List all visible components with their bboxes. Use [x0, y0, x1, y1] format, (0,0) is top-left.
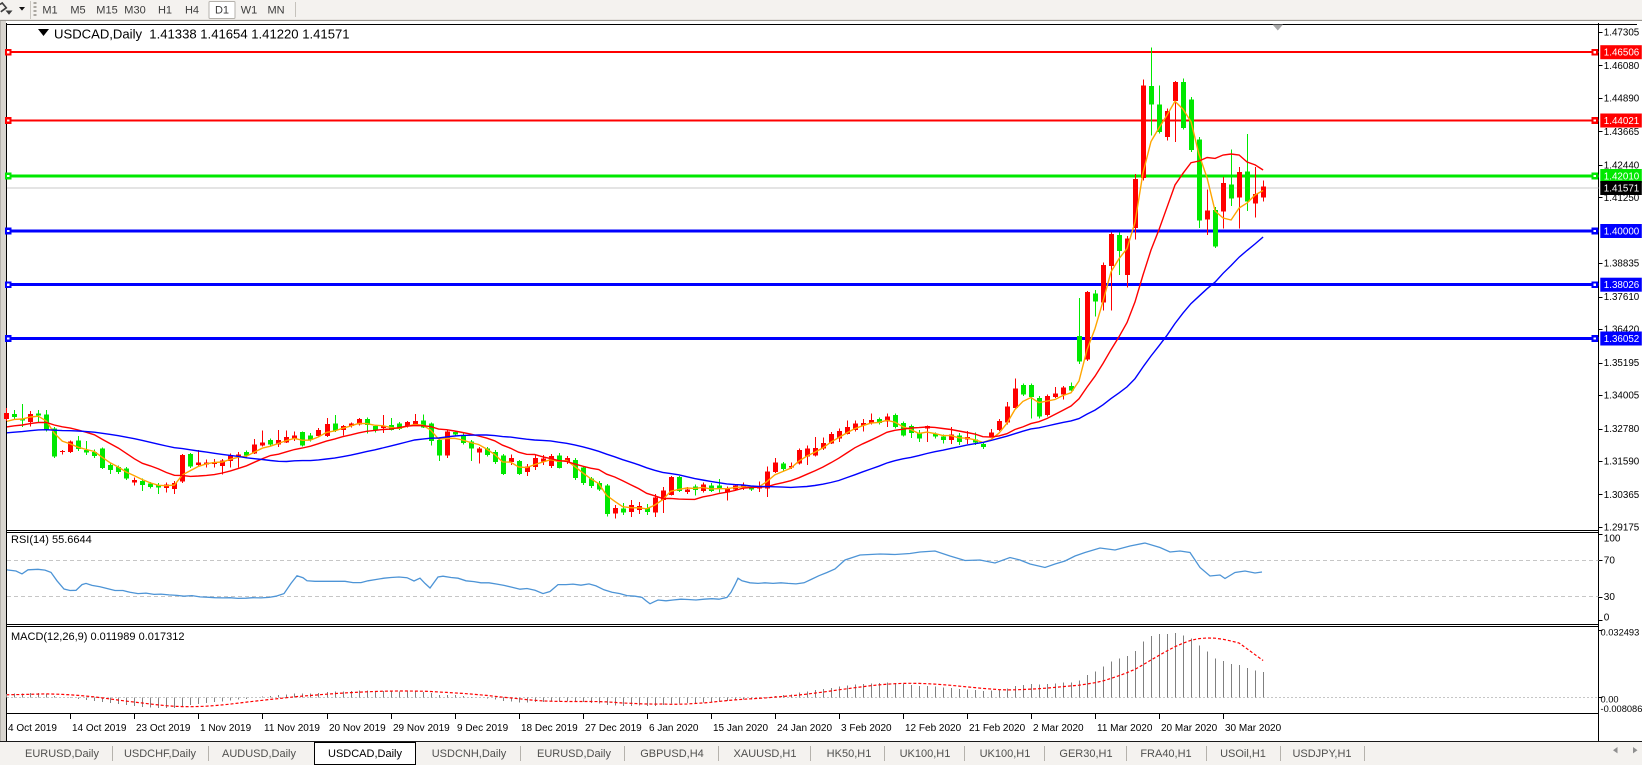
svg-text:USDJPY,H1: USDJPY,H1	[1292, 748, 1351, 760]
svg-text:USDCAD,Daily: USDCAD,Daily	[328, 748, 402, 760]
svg-text:23 Oct 2019: 23 Oct 2019	[136, 723, 191, 734]
svg-text:14 Oct 2019: 14 Oct 2019	[72, 723, 127, 734]
svg-text:24 Jan 2020: 24 Jan 2020	[777, 723, 832, 734]
svg-text:6 Jan 2020: 6 Jan 2020	[649, 723, 699, 734]
svg-text:UK100,H1: UK100,H1	[900, 748, 951, 760]
svg-text:EURUSD,Daily: EURUSD,Daily	[25, 748, 99, 760]
svg-text:1.47305: 1.47305	[1604, 28, 1640, 39]
svg-text:0.032493: 0.032493	[1601, 628, 1640, 638]
svg-text:1.44021: 1.44021	[1604, 116, 1639, 127]
svg-text:27 Dec 2019: 27 Dec 2019	[585, 723, 642, 734]
svg-text:1.36052: 1.36052	[1604, 334, 1639, 345]
svg-text:W1: W1	[241, 5, 258, 17]
svg-text:4 Oct 2019: 4 Oct 2019	[8, 723, 57, 734]
svg-text:1.46080: 1.46080	[1604, 61, 1640, 72]
svg-text:H1: H1	[158, 5, 172, 17]
svg-text:2 Mar 2020: 2 Mar 2020	[1033, 723, 1084, 734]
svg-text:100: 100	[1604, 534, 1621, 545]
svg-text:12 Feb 2020: 12 Feb 2020	[905, 723, 962, 734]
svg-text:D1: D1	[215, 5, 229, 17]
svg-text:USDCAD,Daily 1.41338 1.41654: USDCAD,Daily 1.41338 1.41654 1.41220 1.4…	[54, 27, 350, 42]
svg-text:USOil,H1: USOil,H1	[1220, 748, 1266, 760]
svg-text:GER30,H1: GER30,H1	[1059, 748, 1112, 760]
svg-text:1.38835: 1.38835	[1604, 259, 1640, 270]
svg-text:H4: H4	[185, 5, 199, 17]
svg-text:1.44890: 1.44890	[1604, 93, 1640, 104]
svg-text:USDCHF,Daily: USDCHF,Daily	[124, 748, 197, 760]
svg-text:1.43665: 1.43665	[1604, 127, 1640, 138]
svg-text:AUDUSD,Daily: AUDUSD,Daily	[222, 748, 296, 760]
svg-text:1.42010: 1.42010	[1604, 172, 1640, 183]
svg-text:3 Feb 2020: 3 Feb 2020	[841, 723, 892, 734]
svg-text:1.30365: 1.30365	[1604, 490, 1640, 501]
svg-text:1.35195: 1.35195	[1604, 358, 1640, 369]
svg-text:15 Jan 2020: 15 Jan 2020	[713, 723, 768, 734]
svg-text:11 Mar 2020: 11 Mar 2020	[1097, 723, 1153, 734]
svg-text:1.29175: 1.29175	[1604, 522, 1640, 533]
svg-text:XAUUSD,H1: XAUUSD,H1	[734, 748, 797, 760]
svg-text:FRA40,H1: FRA40,H1	[1140, 748, 1191, 760]
svg-text:0: 0	[1604, 613, 1610, 624]
svg-text:GBPUSD,H4: GBPUSD,H4	[640, 748, 704, 760]
svg-text:1.31590: 1.31590	[1604, 457, 1640, 468]
svg-text:21 Feb 2020: 21 Feb 2020	[969, 723, 1026, 734]
svg-text:EURUSD,Daily: EURUSD,Daily	[537, 748, 611, 760]
svg-text:1.46506: 1.46506	[1604, 48, 1640, 59]
svg-text:HK50,H1: HK50,H1	[827, 748, 872, 760]
svg-text:30 Mar 2020: 30 Mar 2020	[1225, 723, 1282, 734]
svg-text:M15: M15	[96, 5, 117, 17]
svg-text:1.37610: 1.37610	[1604, 292, 1640, 303]
svg-text:29 Nov 2019: 29 Nov 2019	[393, 723, 450, 734]
svg-text:1.34005: 1.34005	[1604, 391, 1640, 402]
svg-text:MN: MN	[267, 5, 284, 17]
svg-text:0.00: 0.00	[1601, 695, 1619, 705]
svg-text:RSI(14) 55.6644: RSI(14) 55.6644	[11, 534, 92, 546]
svg-text:USDCNH,Daily: USDCNH,Daily	[432, 748, 507, 760]
svg-text:70: 70	[1604, 556, 1616, 567]
svg-text:1.41571: 1.41571	[1604, 184, 1639, 195]
svg-text:1 Nov 2019: 1 Nov 2019	[200, 723, 252, 734]
svg-text:M1: M1	[42, 5, 57, 17]
svg-text:MACD(12,26,9) 0.011989 0.01731: MACD(12,26,9) 0.011989 0.017312	[11, 631, 184, 643]
svg-text:1.32780: 1.32780	[1604, 424, 1640, 435]
svg-text:11 Nov 2019: 11 Nov 2019	[264, 723, 320, 734]
svg-text:9 Dec 2019: 9 Dec 2019	[457, 723, 509, 734]
svg-text:M30: M30	[124, 5, 145, 17]
svg-text:20 Mar 2020: 20 Mar 2020	[1161, 723, 1218, 734]
svg-text:20 Nov 2019: 20 Nov 2019	[329, 723, 386, 734]
svg-text:18 Dec 2019: 18 Dec 2019	[521, 723, 578, 734]
svg-text:M5: M5	[70, 5, 85, 17]
svg-text:-0.008086: -0.008086	[1601, 704, 1642, 714]
svg-text:30: 30	[1604, 592, 1616, 603]
svg-text:1.40000: 1.40000	[1604, 227, 1640, 238]
svg-text:UK100,H1: UK100,H1	[980, 748, 1031, 760]
svg-text:1.38026: 1.38026	[1604, 280, 1640, 291]
